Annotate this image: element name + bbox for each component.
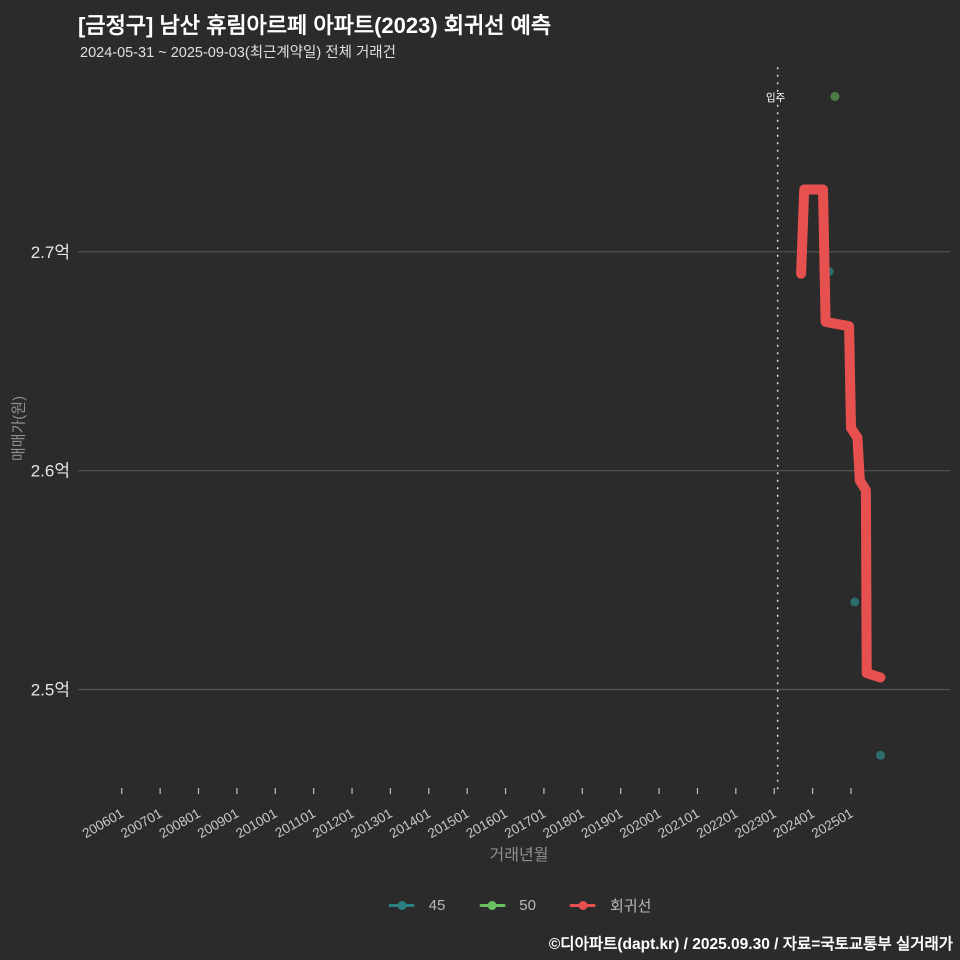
x-tick-label: 201701 [502, 806, 549, 842]
x-tick-label: 201801 [540, 806, 587, 842]
legend-marker-regression-icon [569, 901, 596, 911]
x-tick-label: 202501 [809, 806, 856, 842]
x-tick-label: 200601 [80, 806, 127, 842]
y-tick-label: 2.5억 [31, 681, 70, 700]
x-tick-label: 202401 [771, 806, 818, 842]
legend-item-50[interactable]: 50 [479, 897, 536, 914]
data-point-45 [850, 597, 860, 607]
x-tick-label: 202001 [617, 806, 664, 842]
x-tick-label: 201401 [387, 806, 434, 842]
x-tick-label: 201201 [310, 806, 357, 842]
x-tick-label: 200901 [195, 806, 242, 842]
x-tick-label: 200701 [118, 806, 165, 842]
legend-label-regression: 회귀선 [609, 898, 652, 915]
x-tick-label: 202301 [732, 806, 779, 842]
y-tick-label: 2.7억 [31, 243, 70, 262]
series-line-회귀선 [796, 184, 886, 683]
x-tick-label: 201301 [348, 806, 395, 842]
x-tick-label: 202201 [694, 806, 741, 842]
x-axis-title: 거래년월 [489, 847, 549, 864]
chart-footer: ©디아파트(dapt.kr) / 2025.09.30 / 자료=국토교통부 실… [548, 936, 953, 953]
x-tick-label: 201601 [464, 806, 511, 842]
legend-label-45: 45 [428, 897, 446, 914]
x-tick-label: 201101 [273, 806, 319, 841]
y-axis-title: 매매가(원) [10, 395, 28, 462]
legend-label-50: 50 [519, 897, 536, 914]
chart-title: [금정구] 남산 휴림아르페 아파트(2023) 회귀선 예측 [78, 13, 552, 38]
move-in-label: 입주 [766, 91, 786, 104]
legend-marker-50-icon [479, 901, 506, 911]
legend-item-45[interactable]: 45 [388, 897, 446, 914]
x-tick-label: 201501 [425, 806, 472, 842]
data-point-45 [876, 750, 885, 760]
data-point-50 [830, 91, 840, 101]
chart-subtitle: 2024-05-31 ~ 2025-09-03(최근계약일) 전체 거래건 [80, 45, 396, 61]
x-tick-label: 200801 [156, 806, 203, 842]
x-tick-label: 201001 [233, 806, 280, 842]
legend: 45 50 회귀선 [388, 895, 652, 916]
legend-item-regression[interactable]: 회귀선 [569, 895, 652, 916]
y-tick-label: 2.6억 [31, 462, 70, 481]
x-tick-label: 202101 [655, 806, 702, 842]
x-tick-label: 201901 [579, 806, 626, 842]
legend-marker-45-icon [388, 901, 415, 911]
